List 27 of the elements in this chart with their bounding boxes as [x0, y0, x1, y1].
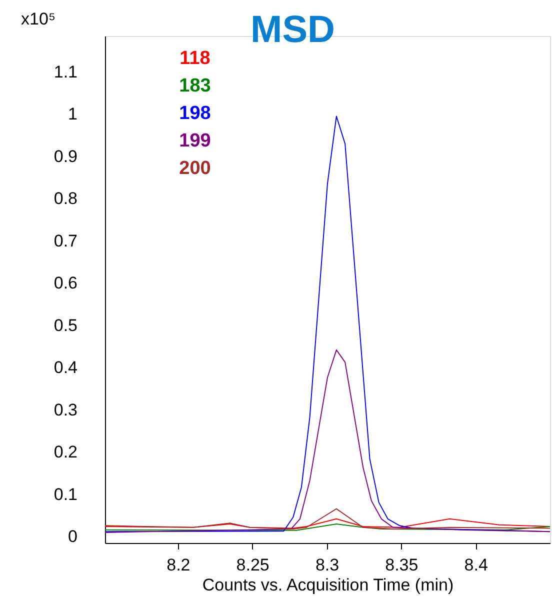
y-tick-label: 1.1 — [54, 62, 78, 82]
x-tick-label: 8.4 — [464, 556, 488, 574]
y-tick-label: 0.4 — [54, 358, 78, 378]
chart-title: MSD — [250, 9, 335, 51]
text: 183 — [179, 76, 211, 96]
x-tick-label: 8.35 — [385, 556, 418, 574]
x-tick-label: 8.2 — [166, 556, 190, 574]
text: 199 — [179, 130, 211, 152]
y-tick-label: 0.3 — [54, 400, 78, 420]
y-tick-label: 0.8 — [54, 189, 78, 208]
text: 198 — [179, 103, 211, 124]
text: 200 — [179, 158, 211, 179]
text: 118 — [180, 48, 210, 69]
x-tick-label: 8.25 — [236, 556, 270, 574]
y-tick-label: 0.1 — [54, 484, 78, 504]
y-tick-label: 0.9 — [54, 146, 78, 166]
y-tick-label: 0.7 — [54, 231, 78, 250]
y-axis-title: x10⁵ — [21, 10, 56, 28]
y-tick-label: 0 — [68, 527, 78, 546]
y-tick-label: 0.2 — [54, 442, 78, 462]
y-tick-label: 0.5 — [54, 316, 78, 335]
x-axis-title: Counts vs. Acquisition Time (min) — [202, 576, 454, 594]
y-tick-label: 1 — [68, 104, 78, 124]
line-series — [104, 349, 550, 533]
x-tick-label: 8.3 — [315, 556, 340, 574]
y-tick-label: 0.6 — [54, 274, 78, 293]
line-series — [104, 508, 550, 530]
